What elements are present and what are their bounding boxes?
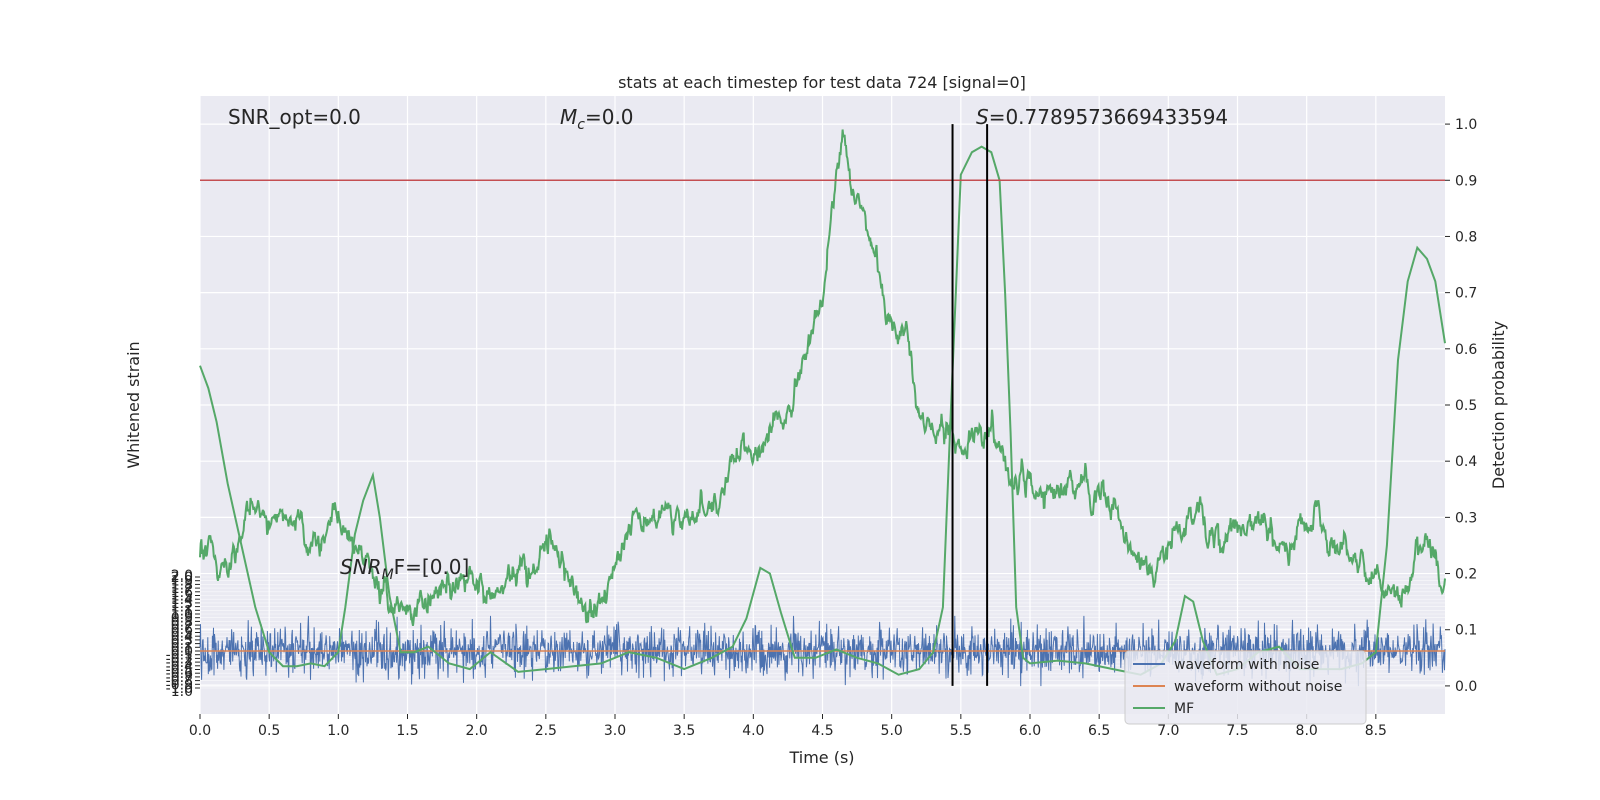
left-y-tick-label: 0.5 — [171, 626, 193, 642]
left-y-tick-label: -0.3 — [166, 655, 193, 671]
x-tick-label: 0.5 — [258, 723, 280, 739]
x-tick-label: 3.0 — [604, 723, 626, 739]
x-tick-label: 5.0 — [881, 723, 903, 739]
x-tick-label: 2.0 — [466, 723, 488, 739]
right-y-tick-label: 1.0 — [1455, 117, 1477, 133]
legend-label-waveform-without-noise: waveform without noise — [1174, 679, 1342, 695]
x-tick-label: 3.5 — [673, 723, 695, 739]
right-y-tick-label: 0.8 — [1455, 229, 1477, 245]
annotation-chirp-mass-subscript: c — [577, 117, 585, 133]
left-y-tick-label: -0.2 — [166, 651, 193, 667]
chart-title: stats at each timestep for test data 724… — [618, 73, 1026, 92]
left-y-tick-label: -0.8 — [166, 674, 193, 690]
left-y-tick-label: -0.9 — [166, 677, 193, 693]
left-y-tick-label: 0.8 — [171, 614, 193, 630]
left-y-tick-label: 0.9 — [171, 611, 193, 627]
noise-trace — [199, 615, 1446, 687]
probability-trace — [199, 129, 1446, 627]
annotation-snr-mf-value: F=[0.0] — [394, 555, 470, 579]
series-waveform-with-noise — [199, 615, 1446, 687]
right-y-tick-label: 0.3 — [1455, 510, 1477, 526]
right-y-axis-ticks: 0.0 0.1 0.2 0.3 0.4 0.5 0.6 0.7 0.8 0.9 1.0 — [1445, 117, 1477, 695]
x-axis-ticks: 0.0 0.5 1.0 1.5 2.0 2.5 3.0 3.5 4.0 4.5 5.0 5.5 6.0 6… — [189, 714, 1387, 739]
x-tick-label: 7.5 — [1226, 723, 1248, 739]
left-y-tick-label: 1.1 — [171, 603, 193, 619]
x-tick-label: 1.0 — [327, 723, 349, 739]
x-tick-label: 6.0 — [1019, 723, 1041, 739]
left-y-tick-label: 0.7 — [171, 618, 193, 634]
left-y-tick-label: 2.0 — [171, 570, 193, 586]
legend-box — [1124, 650, 1367, 725]
x-tick-label: 5.5 — [950, 723, 972, 739]
right-y-tick-label: 0.9 — [1455, 173, 1477, 189]
annotation-score-symbol: S — [976, 105, 989, 129]
left-y-axis-label: Whitened strain — [124, 341, 143, 468]
x-tick-label: 7.0 — [1157, 723, 1179, 739]
series-detection-probability — [199, 129, 1446, 627]
x-tick-label: 8.5 — [1365, 723, 1387, 739]
left-y-tick-label: 1.3 — [171, 596, 193, 612]
x-tick-label: 6.5 — [1088, 723, 1110, 739]
legend-label-waveform-with-noise: waveform with noise — [1174, 657, 1319, 673]
annotation-snr-mf: SNRMF=[0.0] — [340, 555, 469, 583]
left-y-tick-label: 1.9 — [171, 574, 193, 590]
left-y-tick-label: 0.2 — [171, 637, 193, 653]
annotation-snr-opt: SNR_opt=0.0 — [228, 105, 361, 129]
right-y-tick-label: 0.4 — [1455, 454, 1477, 470]
left-y-tick-label: 0.6 — [171, 622, 193, 638]
left-y-tick-label: -0.7 — [166, 670, 193, 686]
right-y-tick-label: 0.0 — [1455, 679, 1477, 695]
left-y-tick-label: 0.1 — [171, 640, 193, 656]
left-y-tick-label: 1.2 — [171, 600, 193, 616]
left-y-tick-label: -0.1 — [166, 648, 193, 664]
annotation-score: S=0.7789573669433594 — [976, 105, 1228, 129]
left-y-tick-label: -0.6 — [166, 666, 193, 682]
right-y-tick-label: 0.7 — [1455, 286, 1477, 302]
legend: waveform with noise waveform without noi… — [1124, 650, 1367, 725]
left-y-tick-label: 0.3 — [171, 633, 193, 649]
x-tick-label: 4.5 — [811, 723, 833, 739]
right-y-tick-label: 0.6 — [1455, 342, 1477, 358]
left-y-tick-label: 1.6 — [171, 585, 193, 601]
left-y-tick-label: 1.0 — [171, 607, 193, 623]
left-y-tick-label-top: 2.0 — [171, 568, 193, 584]
annotation-snr-mf-symbol: SNR — [340, 555, 382, 579]
left-y-tick-label: -1.0 — [166, 681, 193, 697]
left-y-axis-ticks: -1.0-0.9-0.8-0.7-0.6-0.5-0.4-0.3-0.2-0.1… — [166, 568, 200, 700]
x-axis-label: Time (s) — [788, 748, 854, 767]
left-y-tick-label: 0.4 — [171, 629, 193, 645]
x-tick-label: 1.5 — [396, 723, 418, 739]
x-tick-label: 4.0 — [742, 723, 764, 739]
right-y-tick-label: 0.1 — [1455, 623, 1477, 639]
left-y-tick-label: 1.7 — [171, 581, 193, 597]
x-tick-label: 8.0 — [1296, 723, 1318, 739]
annotation-chirp-mass-value: =0.0 — [585, 105, 634, 129]
left-y-tick-label: 1.8 — [171, 577, 193, 593]
left-y-tick-label: 1.5 — [171, 589, 193, 605]
annotation-chirp-mass-symbol: M — [560, 105, 577, 129]
left-y-tick-label: 1.4 — [171, 592, 193, 608]
left-y-tick-label: -0.4 — [166, 659, 193, 675]
annotation-score-value: =0.7789573669433594 — [989, 105, 1228, 129]
right-y-axis-label: Detection probability — [1489, 321, 1508, 489]
x-tick-label: 0.0 — [189, 723, 211, 739]
right-y-tick-label: 0.5 — [1455, 398, 1477, 414]
annotation-chirp-mass: Mc=0.0 — [560, 105, 634, 133]
left-y-tick-label: 0.0 — [171, 644, 193, 660]
legend-label-mf: MF — [1174, 701, 1194, 717]
left-y-tick-label: -0.5 — [166, 663, 193, 679]
right-y-tick-label: 0.2 — [1455, 567, 1477, 583]
left-y-tick-label-bottom: 1.0 — [171, 684, 193, 700]
annotation-snr-mf-subscript: M — [382, 567, 394, 583]
x-tick-label: 2.5 — [535, 723, 557, 739]
